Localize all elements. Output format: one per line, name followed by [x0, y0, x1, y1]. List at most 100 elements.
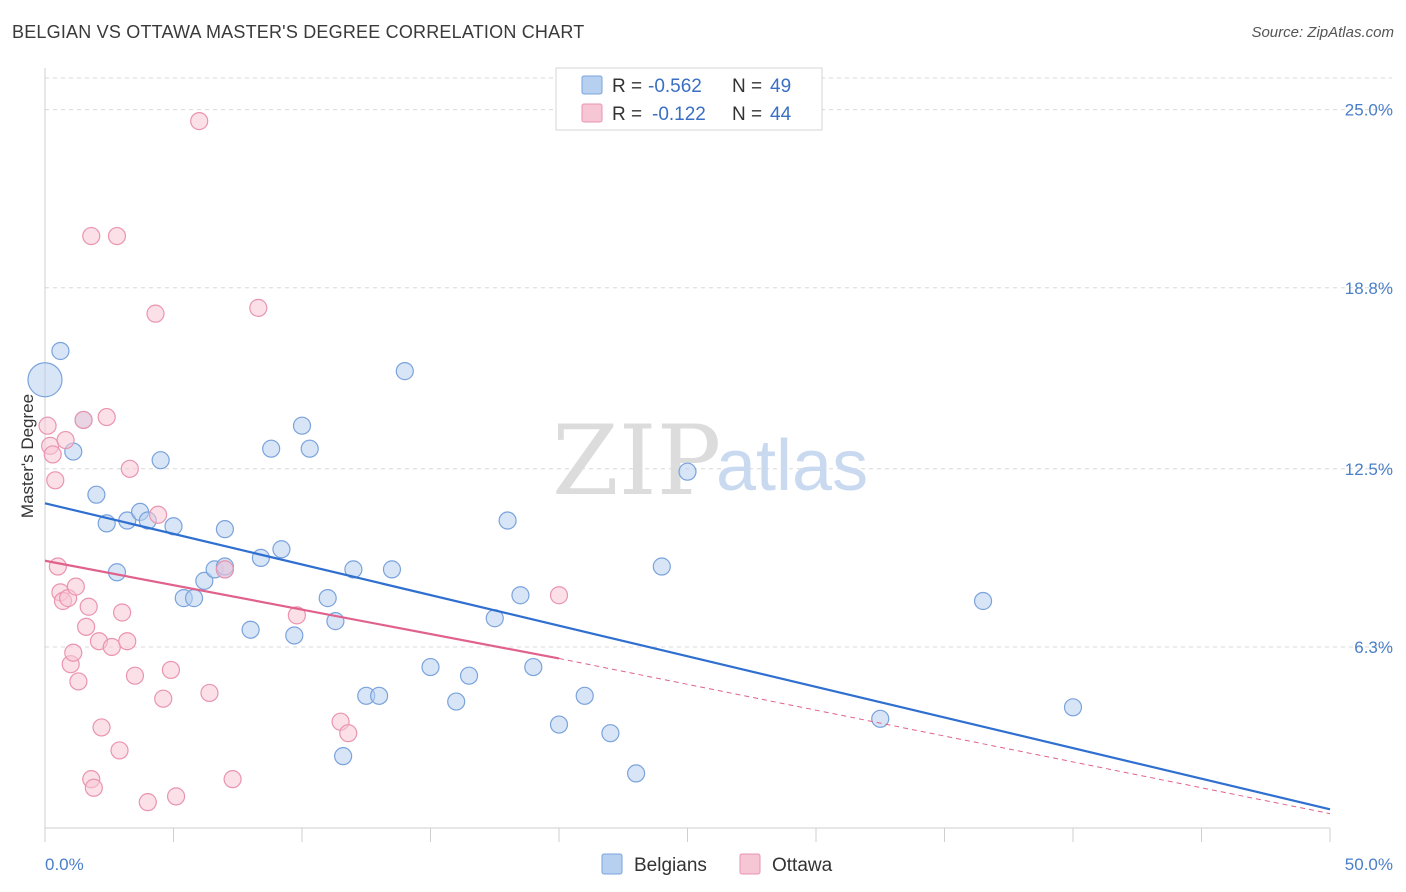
legend-n-value-ottawa: 44: [770, 104, 792, 125]
belgians-point-4: [87, 485, 106, 504]
ottawa-point-39: [249, 298, 268, 317]
watermark-zip: ZIP: [552, 405, 721, 517]
ottawa-point-20: [92, 718, 111, 737]
x-tick-label-0: 0.0%: [45, 855, 84, 874]
belgians-point-32: [382, 560, 402, 579]
ottawa-point-40: [287, 606, 306, 625]
belgians-trend-line: [44, 502, 1331, 811]
belgians-point-34: [421, 657, 440, 677]
ottawa-point-24: [110, 741, 129, 760]
belgians-point-48: [973, 591, 993, 611]
ottawa-point-21: [97, 407, 116, 427]
belgians-point-46: [678, 462, 697, 481]
belgians-point-13: [184, 589, 204, 608]
y-tick-label-0: 6.3%: [1354, 638, 1393, 657]
ottawa-point-30: [146, 304, 165, 323]
belgians-point-21: [262, 439, 281, 458]
ottawa-point-7: [56, 430, 75, 450]
ottawa-point-14: [77, 617, 96, 636]
belgians-point-36: [459, 666, 479, 685]
trend-lines: [44, 502, 1331, 815]
ottawa-point-37: [215, 560, 234, 579]
ottawa-point-17: [84, 778, 103, 797]
legend-n-value-belgians: 49: [770, 76, 791, 97]
y-tick-label-2: 18.8%: [1345, 279, 1393, 298]
belgians-point-23: [285, 626, 304, 645]
belgians-point-35: [447, 692, 466, 711]
belgians-point-40: [524, 657, 543, 677]
x-tick-label-1: 50.0%: [1345, 855, 1393, 874]
y-tick-label-1: 12.5%: [1345, 460, 1393, 479]
ottawa-point-42: [339, 724, 358, 743]
ottawa-point-25: [112, 603, 132, 622]
belgians-point-45: [652, 557, 671, 576]
belgians-point-44: [626, 764, 646, 783]
legend-r-label-ottawa: R =: [612, 104, 642, 125]
source-credit: Source: ZipAtlas.com: [1251, 24, 1394, 41]
watermark-atlas: atlas: [716, 426, 868, 506]
gridlines: [45, 77, 1392, 648]
ottawa-point-31: [148, 505, 168, 524]
ottawa-point-4: [48, 557, 67, 576]
belgians-point-18: [215, 520, 234, 539]
ottawa-point-3: [46, 471, 65, 490]
legend-r-value-ottawa: -0.122: [652, 104, 706, 125]
belgians-point-20: [251, 548, 270, 567]
bottom-legend-label-belgians: Belgians: [634, 855, 707, 876]
belgians-point-24: [292, 416, 312, 435]
tick-labels: 6.3% 12.5% 18.8% 25.0% 0.0% 50.0%: [45, 101, 1393, 874]
belgians-point-31: [370, 686, 389, 705]
ottawa-point-2: [43, 445, 62, 464]
ottawa-point-13: [74, 410, 93, 430]
belgians-point-29: [344, 560, 363, 579]
y-tick-label-3: 25.0%: [1345, 101, 1393, 120]
ottawa-point-26: [118, 632, 137, 651]
bottom-legend: Belgians Ottawa: [601, 853, 833, 876]
ottawa-point-34: [166, 787, 186, 806]
ottawa-point-32: [154, 689, 173, 708]
ottawa-point-12: [69, 672, 88, 691]
ottawa-trend-extension: [558, 657, 1331, 815]
ottawa-point-36: [200, 683, 219, 703]
ottawa-point-28: [125, 666, 145, 685]
belgians-point-10: [151, 451, 170, 470]
ottawa-point-15: [79, 597, 98, 616]
ottawa-point-33: [161, 660, 181, 680]
bottom-legend-swatch-ottawa: [739, 853, 761, 875]
ottawa-point-0: [38, 416, 57, 435]
belgians-point-28: [334, 747, 353, 766]
belgians-point-14: [195, 571, 214, 590]
legend-n-label-belgians: N =: [732, 76, 762, 97]
ottawa-trend-line: [44, 559, 560, 660]
belgians-point-22: [272, 540, 291, 559]
bottom-legend-label-ottawa: Ottawa: [772, 855, 833, 876]
chart-title: BELGIAN VS OTTAWA MASTER'S DEGREE CORREL…: [12, 22, 585, 42]
legend-r-label-belgians: R =: [612, 76, 642, 97]
belgians-point-33: [395, 362, 414, 381]
ottawa-point-27: [120, 459, 139, 478]
legend-swatch-ottawa: [581, 103, 603, 123]
belgians-point-26: [318, 589, 337, 608]
ottawa-point-23: [107, 226, 127, 246]
watermark: ZIP atlas: [552, 405, 868, 517]
y-axis-title: Master's Degree: [18, 394, 37, 518]
belgians-point-41: [549, 715, 569, 734]
belgians-point-1: [27, 362, 63, 398]
legend-r-value-belgians: -0.562: [648, 76, 702, 97]
ottawa-point-29: [138, 793, 157, 812]
legend-n-label-ottawa: N =: [732, 104, 762, 125]
belgians-point-25: [300, 439, 319, 458]
legend: R = -0.562 N = 49 R = -0.122 N = 44: [555, 67, 823, 131]
ottawa-point-11: [66, 577, 85, 596]
belgians-point-0: [51, 341, 70, 361]
belgians-point-47: [871, 709, 890, 728]
ottawa-point-38: [223, 770, 242, 789]
data-points: [27, 112, 1083, 812]
bottom-legend-swatch-belgians: [601, 853, 623, 875]
ottawa-point-35: [190, 112, 209, 131]
ottawa-point-43: [549, 586, 569, 605]
ottawa-point-22: [102, 637, 121, 657]
belgians-point-38: [498, 511, 517, 530]
belgians-point-39: [511, 586, 530, 605]
